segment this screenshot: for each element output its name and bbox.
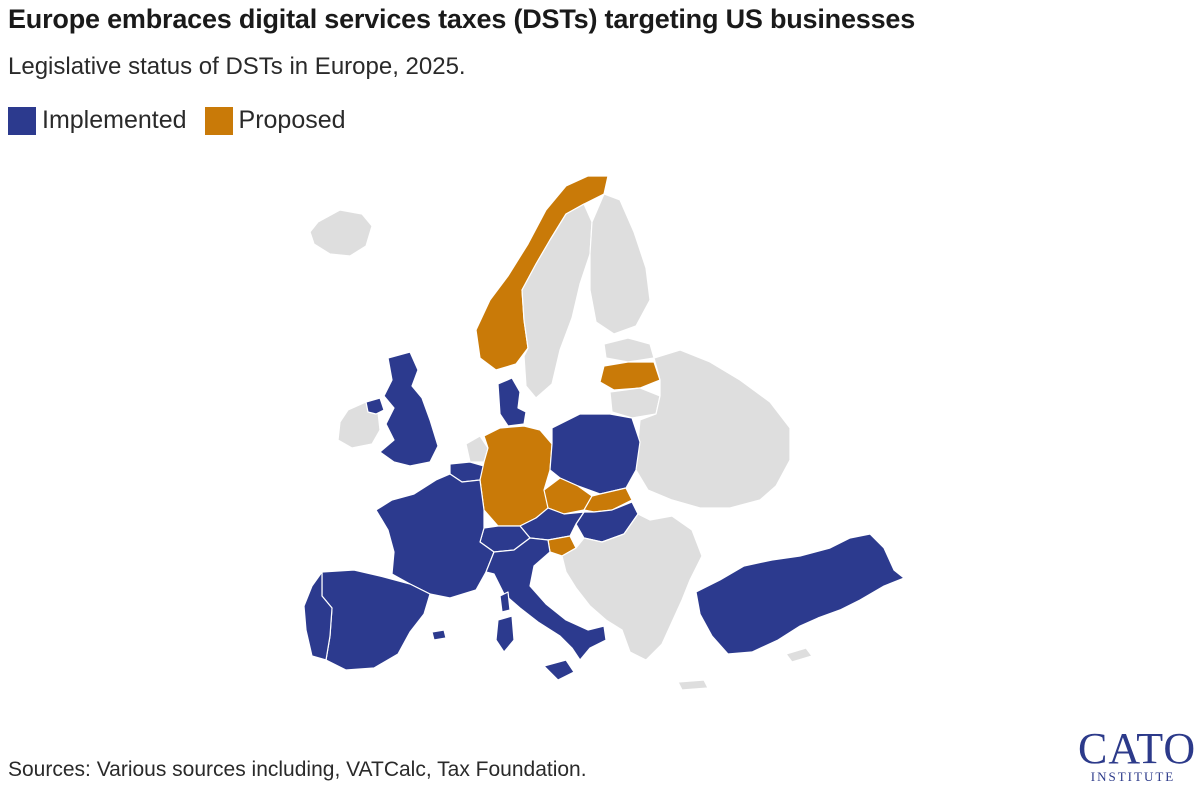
country-finland	[589, 193, 651, 335]
legend-item-proposed: Proposed	[204, 106, 346, 135]
legend-label-implemented: Implemented	[42, 106, 187, 134]
country-estonia	[603, 337, 655, 363]
country-balearic-islands	[431, 629, 447, 641]
country-slovakia	[583, 487, 633, 513]
chart-subtitle: Legislative status of DSTs in Europe, 20…	[8, 53, 466, 80]
country-iceland	[309, 209, 373, 257]
country-italy	[485, 537, 607, 661]
country-eastern-block	[635, 349, 791, 509]
legend: Implemented Proposed	[8, 106, 364, 135]
country-denmark	[497, 377, 527, 427]
country-turkey	[695, 533, 905, 655]
country-germany	[479, 425, 553, 527]
country-latvia	[599, 361, 661, 391]
chart-title: Europe embraces digital services taxes (…	[8, 4, 916, 34]
country-portugal	[303, 571, 333, 661]
source-note: Sources: Various sources including, VATC…	[8, 758, 587, 781]
country-lithuania	[609, 387, 661, 419]
country-corsica	[499, 591, 511, 613]
legend-label-proposed: Proposed	[238, 106, 346, 134]
country-sicily	[543, 659, 575, 681]
logo-sub-text: INSTITUTE	[1090, 769, 1176, 784]
cato-logo: CATO INSTITUTE	[1078, 724, 1197, 784]
legend-swatch-proposed	[204, 106, 233, 135]
europe-map	[303, 175, 905, 691]
logo-main-text: CATO	[1078, 724, 1197, 773]
country-crete	[677, 679, 709, 691]
country-sardinia	[495, 615, 515, 653]
country-sweden	[521, 203, 593, 399]
country-cyprus	[785, 647, 813, 663]
legend-item-implemented: Implemented	[8, 106, 187, 135]
legend-swatch-implemented	[8, 106, 36, 135]
country-northern-ireland	[365, 397, 385, 415]
country-france	[375, 473, 495, 599]
country-united-kingdom	[379, 351, 439, 467]
country-balkans	[561, 513, 703, 661]
